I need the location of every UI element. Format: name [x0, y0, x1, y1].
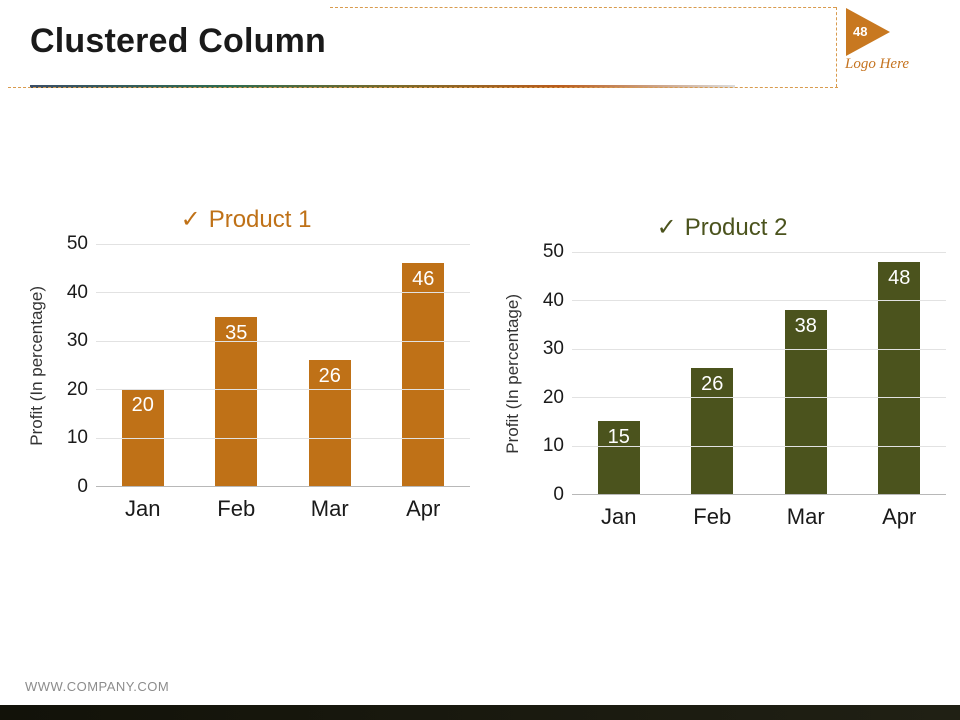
gridline [572, 252, 946, 253]
y-tick-label: 0 [77, 476, 88, 497]
gridline [96, 437, 470, 439]
y-tick-label: 30 [66, 330, 88, 352]
gradient-underline [30, 85, 735, 88]
y-tick-label: 10 [542, 435, 564, 457]
bar-value-label: 38 [794, 315, 817, 338]
bar-feb: 35 [215, 316, 258, 486]
check-icon: ✓ [656, 214, 677, 241]
check-icon: ✓ [180, 206, 201, 233]
bar-slot: 48 [853, 252, 947, 494]
y-tick-label: 40 [66, 281, 88, 303]
dashed-border-right [836, 7, 837, 87]
gridline [572, 397, 946, 399]
x-tick-label: Apr [882, 504, 917, 529]
bar-slot: 35 [190, 244, 284, 486]
bar-slot: 20 [96, 244, 190, 486]
bar-value-label: 48 [888, 266, 911, 289]
gridline [572, 445, 946, 447]
bottom-bar [0, 705, 960, 720]
y-tick-label: 20 [542, 386, 564, 408]
x-tick-label: Jan [125, 496, 161, 521]
dashed-border-top [330, 7, 836, 8]
y-tick-label: 30 [542, 338, 564, 360]
x-tick-label: Feb [693, 504, 732, 529]
bar-slot: 15 [572, 252, 666, 494]
bar-value-label: 26 [318, 365, 341, 388]
bar-slot: 26 [666, 252, 760, 494]
x-tick-label: Apr [406, 496, 441, 521]
chart-product-2: ✓ Product 2 Profit (In percentage) 50 40 30… [498, 213, 946, 530]
chart-title: ✓ Product 1 [22, 205, 470, 234]
bar-slot: 46 [377, 244, 471, 486]
chart-title-text: Product 1 [208, 206, 312, 233]
bar-feb: 26 [691, 368, 734, 494]
gridline [96, 340, 470, 342]
y-tick-label: 20 [66, 378, 88, 400]
footer-url: WWW.COMPANY.COM [25, 679, 170, 694]
x-tick-label: Feb [217, 496, 256, 521]
bar-jan: 15 [597, 421, 640, 494]
x-tick-label: Jan [601, 504, 637, 529]
bar-value-label: 15 [607, 426, 630, 449]
bar-mar: 38 [784, 310, 827, 494]
y-axis-title: Profit (In percentage) [503, 293, 522, 454]
page-title: Clustered Column [30, 22, 327, 60]
x-axis-labels: Jan Feb Mar Apr [572, 504, 946, 530]
bar-value-label: 46 [412, 268, 435, 291]
y-tick-label: 50 [66, 233, 88, 254]
chart-title-text: Product 2 [684, 214, 788, 241]
y-axis-title-wrap: Profit (In percentage) [498, 252, 528, 495]
page-number-flag: 48 [846, 8, 896, 56]
chart-product-1: ✓ Product 1 Profit (In percentage) 50 40 30… [22, 205, 470, 522]
bar-apr: 48 [878, 261, 921, 494]
bar-slot: 26 [283, 244, 377, 486]
page-number: 48 [853, 24, 868, 39]
y-axis-title-wrap: Profit (In percentage) [22, 244, 52, 487]
y-axis-ticks: 50 40 30 20 10 0 [528, 241, 572, 505]
bar-value-label: 26 [701, 373, 724, 396]
plot-area: 15 26 38 48 [572, 252, 946, 495]
bar-value-label: 35 [225, 321, 248, 344]
dashed-border-bottom [8, 87, 838, 88]
chart-title: ✓ Product 2 [498, 213, 946, 242]
bar-mar: 26 [308, 360, 351, 486]
gridline [572, 348, 946, 350]
bar-apr: 46 [402, 263, 445, 486]
y-tick-label: 50 [542, 241, 564, 262]
x-tick-label: Mar [786, 504, 825, 529]
gridline [96, 389, 470, 391]
y-tick-label: 10 [66, 427, 88, 449]
logo-placeholder: Logo Here [845, 56, 910, 72]
y-tick-label: 0 [553, 484, 564, 505]
bar-value-label: 20 [131, 394, 154, 417]
triangle-flag-icon [846, 8, 890, 56]
plot-area: 20 35 26 46 [96, 244, 470, 487]
bars: 15 26 38 48 [572, 252, 946, 494]
gridline [96, 244, 470, 245]
bar-slot: 38 [759, 252, 853, 494]
x-axis-labels: Jan Feb Mar Apr [96, 496, 470, 522]
y-axis-title: Profit (In percentage) [27, 285, 46, 446]
y-axis-ticks: 50 40 30 20 10 0 [52, 233, 96, 497]
gridline [96, 292, 470, 294]
y-tick-label: 40 [542, 289, 564, 311]
gridline [572, 300, 946, 302]
x-tick-label: Mar [310, 496, 349, 521]
bars: 20 35 26 46 [96, 244, 470, 486]
